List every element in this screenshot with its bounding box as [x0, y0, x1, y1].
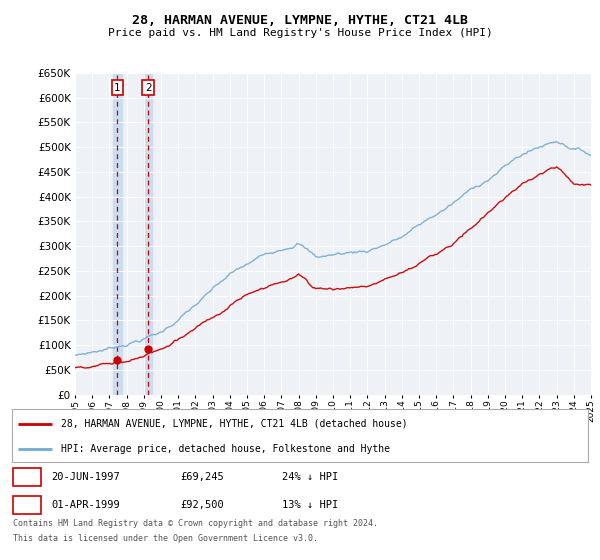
- Text: 1: 1: [23, 472, 30, 482]
- Bar: [113, 73, 122, 395]
- Text: 2: 2: [23, 500, 30, 510]
- Text: Price paid vs. HM Land Registry's House Price Index (HPI): Price paid vs. HM Land Registry's House …: [107, 28, 493, 38]
- Text: 1: 1: [114, 83, 121, 92]
- Text: 28, HARMAN AVENUE, LYMPNE, HYTHE, CT21 4LB: 28, HARMAN AVENUE, LYMPNE, HYTHE, CT21 4…: [132, 14, 468, 27]
- Text: 2: 2: [145, 83, 151, 92]
- Text: This data is licensed under the Open Government Licence v3.0.: This data is licensed under the Open Gov…: [13, 534, 318, 543]
- Text: 28, HARMAN AVENUE, LYMPNE, HYTHE, CT21 4LB (detached house): 28, HARMAN AVENUE, LYMPNE, HYTHE, CT21 4…: [61, 419, 407, 429]
- Text: 20-JUN-1997: 20-JUN-1997: [51, 472, 120, 482]
- Text: 24% ↓ HPI: 24% ↓ HPI: [282, 472, 338, 482]
- Text: 13% ↓ HPI: 13% ↓ HPI: [282, 500, 338, 510]
- Text: Contains HM Land Registry data © Crown copyright and database right 2024.: Contains HM Land Registry data © Crown c…: [13, 519, 378, 528]
- Text: 01-APR-1999: 01-APR-1999: [51, 500, 120, 510]
- Text: £92,500: £92,500: [180, 500, 224, 510]
- Bar: [144, 73, 152, 395]
- Text: £69,245: £69,245: [180, 472, 224, 482]
- Text: HPI: Average price, detached house, Folkestone and Hythe: HPI: Average price, detached house, Folk…: [61, 444, 390, 454]
